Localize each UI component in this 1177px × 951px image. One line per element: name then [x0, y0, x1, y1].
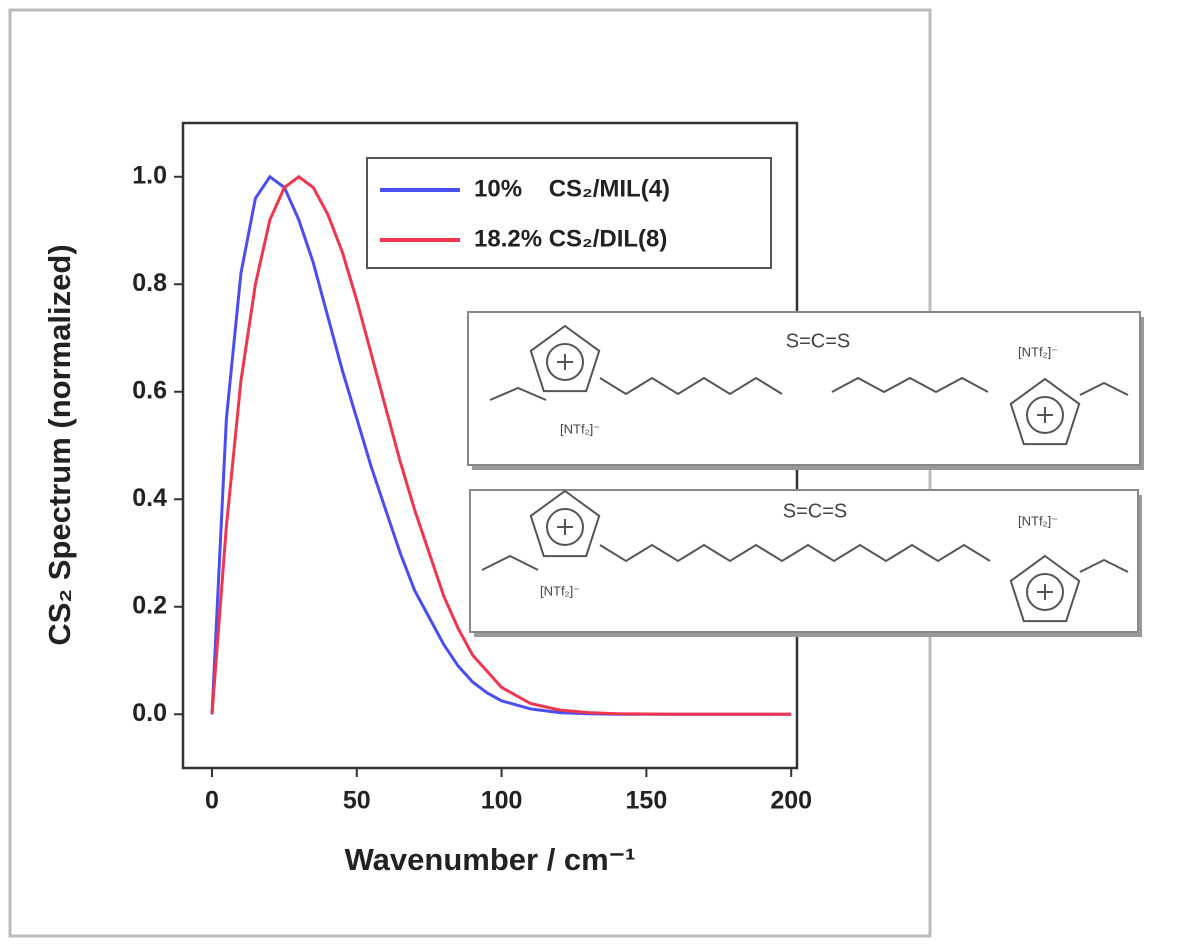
chain [489, 386, 547, 401]
y-tick-label: 0.6 [132, 376, 167, 404]
ring-charge [1026, 396, 1064, 434]
y-tick-label: 0.8 [132, 269, 167, 297]
y-tick-label: 1.0 [132, 161, 167, 189]
chain [481, 554, 539, 571]
series-line [210, 174, 792, 716]
chain [831, 376, 989, 394]
chain [599, 543, 991, 563]
anion-label: [NTf₂]⁻ [540, 583, 580, 598]
legend-label: 18.2% CS₂/DIL(8) [474, 225, 667, 252]
series-line [210, 174, 792, 716]
y-tick-label: 0.4 [132, 484, 167, 512]
x-tick-label: 100 [481, 787, 523, 815]
ring [1009, 554, 1081, 623]
anion-label: [NTf₂]⁻ [560, 421, 600, 436]
inset-box [469, 489, 1139, 633]
legend-label: 10% CS₂/MIL(4) [474, 175, 670, 202]
y-tick-label: 0.0 [132, 699, 167, 727]
x-tick-label: 0 [205, 787, 219, 815]
anion-label: [NTf₂]⁻ [1018, 344, 1058, 359]
chain [599, 376, 783, 396]
ring [529, 324, 601, 393]
ring [529, 489, 601, 558]
solvent: S=C=S [786, 330, 850, 352]
ring-charge [1026, 573, 1064, 611]
anion-label: [NTf₂]⁻ [1018, 513, 1058, 528]
y-axis-title: CS₂ Spectrum (normalized) [42, 244, 77, 645]
ring [1009, 377, 1081, 446]
solvent: S=C=S [783, 500, 847, 522]
ring-charge [546, 508, 584, 546]
x-tick-label: 150 [626, 787, 668, 815]
x-tick-label: 50 [343, 787, 371, 815]
x-tick-label: 200 [770, 787, 812, 815]
y-tick-label: 0.2 [132, 591, 167, 619]
chain [1079, 558, 1129, 573]
ring-charge [546, 343, 584, 381]
chain [1079, 381, 1129, 396]
insets: S=C=S [NTf₂]⁻ [NTf₂]⁻ S=C=S [NTf₂]⁻ [NTf₂]⁻ [467, 311, 1144, 637]
x-axis-title: Wavenumber / cm⁻¹ [345, 842, 636, 877]
legend-box [366, 157, 772, 269]
